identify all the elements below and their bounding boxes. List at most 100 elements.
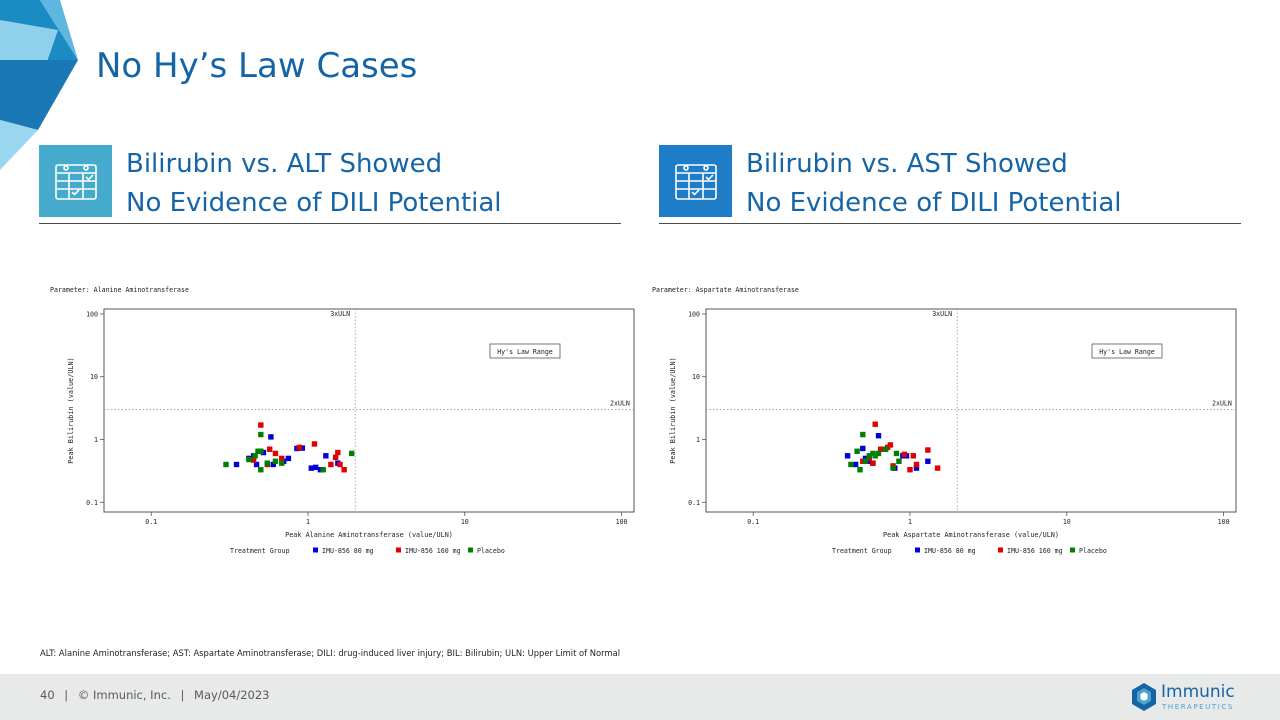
reference-label-x: 3xULN (932, 310, 952, 318)
legend-swatch (1070, 547, 1075, 553)
data-point-160mg (877, 446, 884, 452)
section-icon-box (659, 145, 732, 217)
data-point-160mg (925, 447, 931, 453)
data-point-80mg (860, 445, 866, 452)
data-point-160mg (934, 465, 941, 471)
immunic-logo-icon (1132, 683, 1156, 711)
y-tick-label: 1 (696, 436, 700, 444)
data-point-160mg (258, 422, 264, 428)
legend-title: Treatment Group (230, 547, 290, 555)
data-point-placebo (258, 467, 264, 473)
data-point-placebo (875, 450, 882, 457)
y-tick-label: 100 (688, 310, 700, 318)
chart-parameter-label: Parameter: Alanine Aminotransferase (50, 286, 189, 294)
data-point-160mg (870, 460, 876, 466)
data-point-80mg (925, 458, 931, 464)
legend-label: Placebo (1079, 547, 1107, 555)
reference-label-y: 2xULN (610, 400, 630, 408)
footer-separator: | (64, 688, 69, 702)
y-axis-label: Peak Bilirubin (value/ULN) (669, 357, 677, 463)
data-point-placebo (258, 431, 264, 438)
plot-area-frame (705, 308, 1237, 513)
data-point-80mg (913, 465, 920, 471)
data-point-placebo (872, 453, 878, 459)
legend-label: Placebo (477, 547, 505, 555)
section-heading-line1: Bilirubin vs. AST Showed (746, 149, 1068, 179)
y-tick-label: 0.1 (688, 499, 700, 507)
data-point-placebo (246, 456, 252, 463)
data-point-160mg (311, 441, 318, 447)
footer-text: 40 | © Immunic, Inc. | May/04/2023 (40, 688, 275, 702)
data-point-160mg (872, 421, 878, 427)
legend-swatch (998, 547, 1003, 553)
data-point-160mg (341, 467, 347, 473)
presentation-date: May/04/2023 (194, 688, 270, 702)
y-axis-label: Peak Bilirubin (value/ULN) (67, 357, 75, 463)
x-tick-label: 10 (1063, 518, 1071, 526)
immunic-logo: Immunic THERAPEUTICS (1131, 680, 1246, 716)
calendar-check-icon (54, 164, 97, 200)
data-point-160mg (337, 461, 343, 468)
footer-bar: 40 | © Immunic, Inc. | May/04/2023 Immun… (0, 674, 1280, 720)
data-point-placebo (896, 458, 902, 464)
corner-decoration (0, 0, 78, 170)
data-point-placebo (272, 458, 279, 464)
data-point-160mg (887, 442, 894, 448)
data-point-80mg (270, 461, 276, 468)
section-icon-box (39, 145, 112, 217)
footer-separator: | (180, 688, 185, 702)
data-point-80mg (323, 453, 329, 459)
data-point-80mg (862, 455, 869, 462)
x-tick-label: 0.1 (747, 518, 759, 526)
data-point-80mg (875, 432, 882, 439)
data-point-160mg (910, 453, 917, 459)
reference-label-y: 2xULN (1212, 400, 1232, 408)
data-point-placebo (279, 460, 285, 466)
section-heading: Bilirubin vs. ALT Showed No Evidence of … (126, 145, 502, 223)
data-point-80mg (268, 434, 274, 440)
x-tick-label: 100 (1218, 518, 1230, 526)
data-point-160mg (279, 455, 285, 462)
data-point-160mg (907, 467, 913, 473)
legend-swatch (396, 547, 401, 553)
annotation-box (1091, 343, 1163, 359)
data-point-placebo (866, 453, 872, 459)
data-point-placebo (860, 431, 866, 438)
logo-wordmark: Immunic (1161, 682, 1235, 702)
chart-svg: Parameter: Alanine Aminotransferase 3xULN… (50, 286, 635, 555)
section-heading: Bilirubin vs. AST Showed No Evidence of … (746, 145, 1122, 223)
legend-swatch (313, 547, 318, 553)
data-point-placebo (848, 461, 854, 468)
page-number: 40 (40, 688, 55, 702)
data-point-160mg (328, 461, 334, 468)
data-point-80mg (285, 455, 292, 462)
data-point-80mg (866, 458, 872, 464)
section-header-ast: Bilirubin vs. AST Showed No Evidence of … (659, 145, 1241, 224)
annotation-label: Hy's Law Range (497, 348, 553, 356)
y-tick-label: 100 (86, 310, 98, 318)
y-tick-label: 10 (692, 373, 700, 381)
data-point-placebo (255, 448, 261, 454)
data-point-80mg (313, 464, 319, 471)
data-point-160mg (335, 449, 341, 456)
x-tick-label: 1 (908, 518, 912, 526)
data-point-placebo (252, 453, 258, 459)
copyright: © Immunic, Inc. (77, 688, 171, 702)
annotation-label: Hy's Law Range (1099, 348, 1155, 356)
data-point-placebo (258, 448, 264, 454)
legend-label: IMU-856 160 mg (1007, 547, 1063, 555)
legend-label: IMU-856 80 mg (924, 547, 976, 555)
data-point-80mg (308, 465, 315, 471)
data-point-placebo (862, 458, 869, 464)
x-axis-label: Peak Alanine Aminotransferase (value/ULN… (285, 531, 453, 539)
data-point-160mg (332, 454, 339, 461)
x-axis-label: Peak Aspartate Aminotransferase (value/U… (883, 531, 1059, 539)
chart-svg: Parameter: Aspartate Aminotransferase 3xU… (652, 286, 1237, 555)
legend-label: IMU-856 80 mg (322, 547, 374, 555)
section-heading-line1: Bilirubin vs. ALT Showed (126, 149, 443, 179)
data-point-placebo (264, 460, 270, 466)
y-tick-label: 10 (90, 373, 98, 381)
x-tick-label: 10 (461, 518, 469, 526)
section-header-alt: Bilirubin vs. ALT Showed No Evidence of … (39, 145, 621, 224)
footnote: ALT: Alanine Aminotransferase; AST: Aspa… (40, 648, 621, 658)
